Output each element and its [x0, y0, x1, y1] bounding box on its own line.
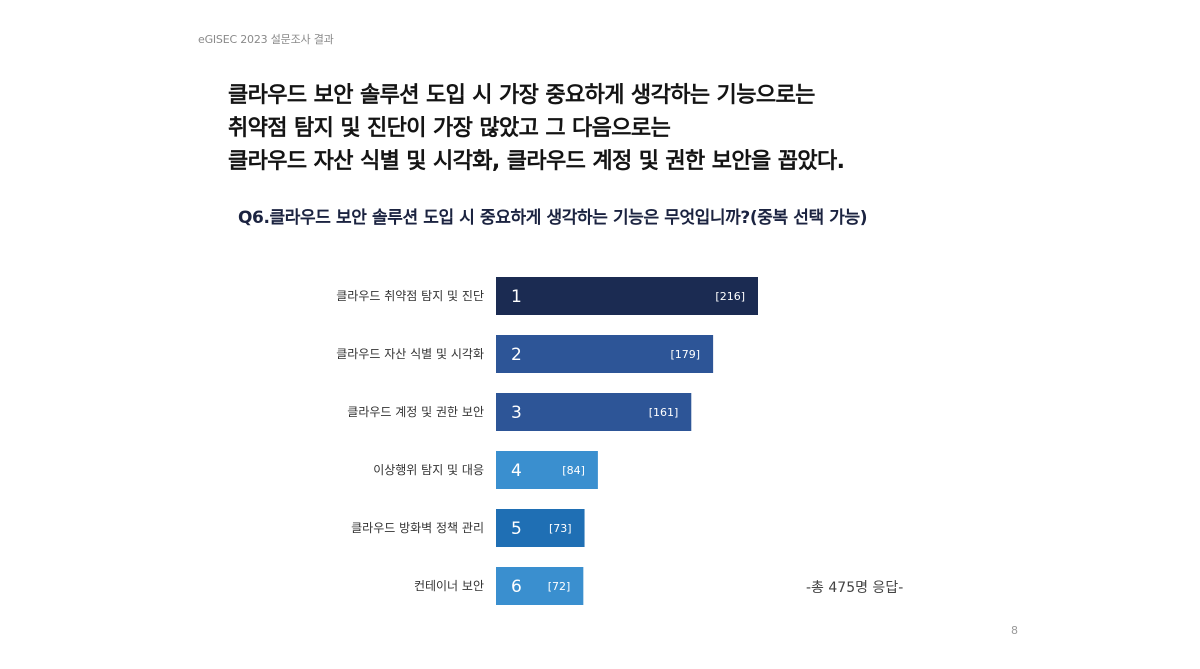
value-label-4: [84]	[562, 464, 585, 477]
rank-label-6: 6	[511, 577, 522, 597]
value-label-2: [179]	[671, 348, 701, 361]
survey-question: Q6.클라우드 보안 솔루션 도입 시 중요하게 생각하는 기능은 무엇입니까?…	[238, 208, 868, 228]
rank-label-5: 5	[511, 519, 522, 539]
rank-label-4: 4	[511, 461, 522, 481]
bar-3	[496, 393, 692, 431]
rank-label-2: 2	[511, 345, 522, 365]
category-label-3: 클라우드 계정 및 권한 보안	[347, 405, 484, 419]
rank-label-1: 1	[511, 287, 522, 307]
category-label-5: 클라우드 방화벽 정책 관리	[351, 520, 484, 535]
headline-line-2: 취약점 탐지 및 진단이 가장 많았고 그 다음으로는	[228, 116, 671, 141]
value-label-1: [216]	[715, 290, 745, 303]
page-number: 8	[1011, 624, 1018, 637]
bar-6	[496, 567, 584, 605]
category-label-6: 컨테이너 보안	[414, 579, 484, 593]
rank-label-3: 3	[511, 403, 522, 423]
category-label-2: 클라우드 자산 식별 및 시각화	[336, 347, 484, 361]
bar-2	[496, 335, 714, 373]
value-label-6: [72]	[548, 580, 571, 593]
category-label-1: 클라우드 취약점 탐지 및 진단	[336, 288, 484, 303]
respondent-count: -총 475명 응답-	[806, 580, 904, 596]
bar-5	[496, 509, 585, 547]
value-label-3: [161]	[649, 406, 679, 419]
bar-1	[496, 277, 758, 315]
report-tag: eGISEC 2023 설문조사 결과	[198, 33, 334, 46]
headline-line-3: 클라우드 자산 식별 및 시각화, 클라우드 계정 및 권한 보안을 꼽았다.	[228, 149, 845, 174]
category-label-4: 이상행위 탐지 및 대응	[373, 462, 484, 477]
headline-line-1: 클라우드 보안 솔루션 도입 시 가장 중요하게 생각하는 기능으로는	[228, 83, 815, 108]
headline: 클라우드 보안 솔루션 도입 시 가장 중요하게 생각하는 기능으로는 취약점 …	[228, 79, 928, 178]
value-label-5: [73]	[549, 522, 572, 535]
bar-4	[496, 451, 598, 489]
